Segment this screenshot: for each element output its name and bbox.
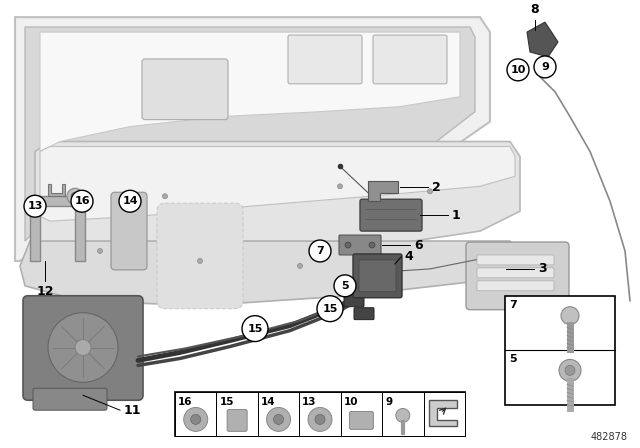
FancyBboxPatch shape — [227, 409, 247, 431]
Circle shape — [565, 366, 575, 375]
Text: 14: 14 — [261, 397, 275, 407]
Bar — [175, 392, 465, 436]
Polygon shape — [368, 181, 398, 201]
Text: 10: 10 — [510, 65, 525, 75]
Polygon shape — [20, 241, 520, 306]
Text: 16: 16 — [178, 397, 193, 407]
Bar — [300, 392, 340, 436]
Bar — [382, 392, 424, 436]
Polygon shape — [25, 27, 475, 241]
FancyBboxPatch shape — [111, 192, 147, 270]
FancyBboxPatch shape — [142, 59, 228, 120]
Polygon shape — [40, 32, 460, 151]
Text: 4: 4 — [404, 250, 413, 263]
Bar — [340, 392, 382, 436]
Bar — [216, 392, 258, 436]
Text: 7: 7 — [509, 300, 516, 310]
Text: 10: 10 — [344, 397, 358, 407]
Text: 15: 15 — [323, 304, 338, 314]
Circle shape — [396, 409, 410, 422]
Circle shape — [97, 249, 102, 254]
Polygon shape — [35, 142, 520, 276]
Circle shape — [242, 316, 268, 341]
FancyBboxPatch shape — [477, 255, 554, 265]
FancyBboxPatch shape — [339, 235, 381, 255]
Circle shape — [561, 307, 579, 325]
Text: 5: 5 — [341, 281, 349, 291]
FancyBboxPatch shape — [353, 254, 402, 298]
Bar — [258, 392, 300, 436]
FancyBboxPatch shape — [157, 203, 243, 309]
FancyBboxPatch shape — [360, 199, 422, 231]
Text: 14: 14 — [122, 196, 138, 206]
Polygon shape — [48, 184, 65, 196]
Circle shape — [345, 242, 351, 248]
Text: 16: 16 — [74, 196, 90, 206]
Circle shape — [267, 408, 291, 431]
Circle shape — [534, 56, 556, 78]
Polygon shape — [15, 17, 490, 261]
FancyBboxPatch shape — [477, 268, 554, 278]
Circle shape — [119, 190, 141, 212]
Text: 11: 11 — [124, 404, 141, 417]
FancyBboxPatch shape — [288, 35, 362, 84]
Circle shape — [334, 275, 356, 297]
FancyBboxPatch shape — [359, 260, 396, 292]
Circle shape — [428, 189, 433, 194]
Circle shape — [71, 190, 93, 212]
Circle shape — [67, 188, 83, 204]
Text: 7: 7 — [316, 246, 324, 256]
Circle shape — [273, 414, 284, 424]
Polygon shape — [40, 146, 515, 221]
Circle shape — [198, 258, 202, 263]
Circle shape — [75, 340, 91, 355]
Circle shape — [71, 192, 79, 200]
Circle shape — [163, 194, 168, 199]
Polygon shape — [429, 400, 456, 426]
Circle shape — [24, 195, 46, 217]
Text: 482878: 482878 — [591, 432, 628, 442]
Text: 3: 3 — [538, 263, 547, 276]
Text: 12: 12 — [36, 285, 54, 298]
Text: 8: 8 — [531, 3, 540, 16]
Circle shape — [309, 240, 331, 262]
FancyBboxPatch shape — [354, 308, 374, 319]
Text: 15: 15 — [220, 397, 234, 407]
Text: 15: 15 — [247, 323, 262, 334]
Circle shape — [337, 184, 342, 189]
FancyBboxPatch shape — [33, 388, 107, 410]
Circle shape — [315, 414, 325, 424]
FancyBboxPatch shape — [466, 242, 569, 310]
Text: 13: 13 — [28, 201, 43, 211]
Bar — [505, 296, 615, 405]
Circle shape — [48, 313, 118, 382]
Text: 6: 6 — [414, 238, 422, 251]
Circle shape — [298, 263, 303, 268]
Bar — [175, 392, 216, 436]
Circle shape — [184, 408, 208, 431]
Circle shape — [308, 408, 332, 431]
FancyBboxPatch shape — [477, 281, 554, 291]
Text: 5: 5 — [509, 354, 516, 365]
FancyBboxPatch shape — [349, 411, 373, 429]
Polygon shape — [527, 22, 558, 57]
Circle shape — [507, 59, 529, 81]
Circle shape — [369, 242, 375, 248]
FancyBboxPatch shape — [373, 35, 447, 84]
Circle shape — [191, 414, 201, 424]
Circle shape — [559, 359, 581, 381]
Polygon shape — [30, 196, 85, 261]
Text: 9: 9 — [385, 397, 392, 407]
FancyBboxPatch shape — [23, 296, 143, 400]
Circle shape — [317, 296, 343, 322]
Text: 13: 13 — [302, 397, 317, 407]
Bar — [424, 392, 465, 436]
Text: 1: 1 — [452, 209, 461, 222]
Text: 9: 9 — [541, 62, 549, 72]
FancyBboxPatch shape — [344, 295, 364, 307]
Text: 2: 2 — [432, 181, 441, 194]
